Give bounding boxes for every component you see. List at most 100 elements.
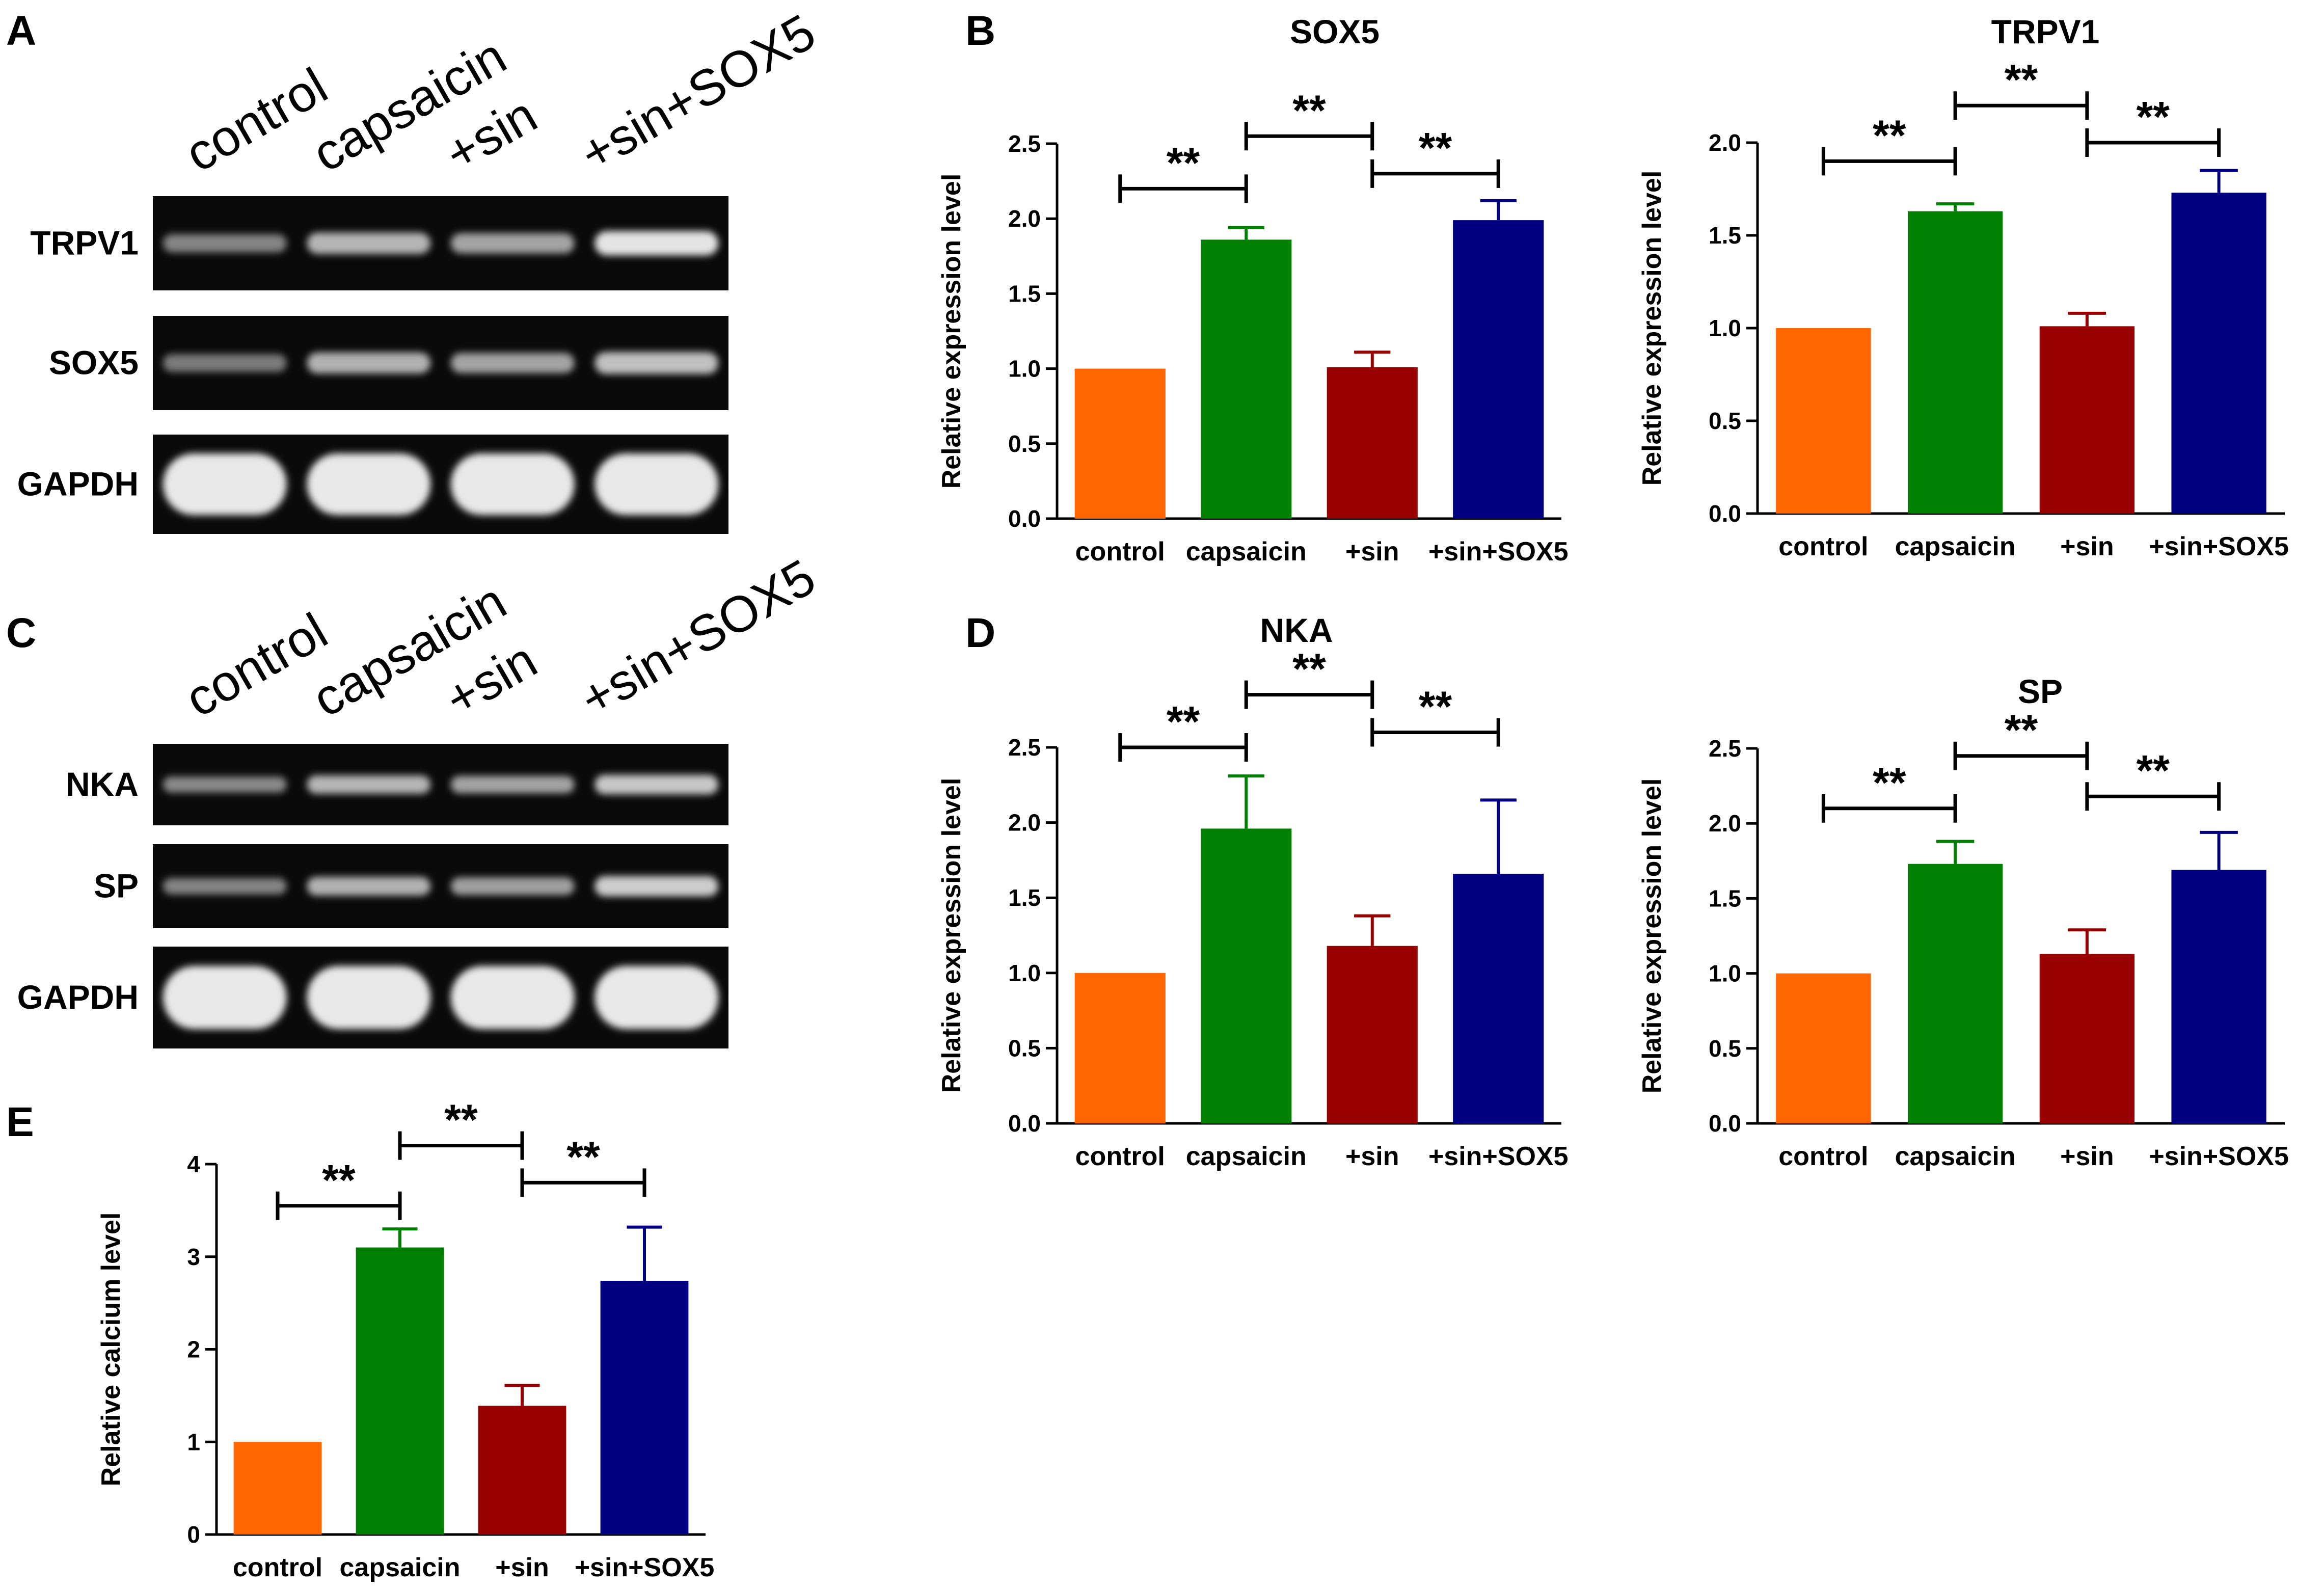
bar-plus-sinplus-sox5	[2171, 870, 2266, 1123]
bar-plus-sin	[2039, 326, 2135, 514]
significance-label: **	[1873, 111, 1906, 159]
y-tick-label: 0.0	[1709, 1110, 1741, 1137]
blot-band	[450, 966, 575, 1029]
y-tick-label: 0.0	[1008, 1110, 1041, 1137]
y-axis-label: Relative expression level	[937, 174, 966, 489]
x-category-label: control	[1778, 532, 1868, 561]
y-tick-label: 2.5	[1709, 735, 1741, 762]
blot-band	[594, 966, 719, 1029]
panel-label-a: A	[6, 8, 36, 54]
y-tick-label: 0.5	[1709, 408, 1741, 434]
blot-lane-label: control	[176, 57, 337, 183]
y-tick-label: 1.5	[1709, 222, 1741, 249]
x-category-label: +sin	[2060, 532, 2114, 561]
significance-label: **	[1419, 682, 1452, 730]
bar-plus-sin	[2039, 954, 2135, 1123]
y-tick-label: 4	[187, 1151, 200, 1177]
blot-band	[163, 354, 287, 372]
y-tick-label: 1.0	[1709, 315, 1741, 341]
y-tick-label: 2.0	[1709, 129, 1741, 156]
significance-label: **	[322, 1156, 356, 1204]
x-category-label: +sin+SOX5	[2149, 532, 2289, 561]
bar-plus-sinplus-sox5	[600, 1281, 689, 1535]
bar-plus-sin	[478, 1406, 566, 1535]
blot-band	[163, 878, 287, 895]
y-tick-label: 1	[187, 1429, 200, 1455]
significance-label: **	[2005, 56, 2038, 103]
chart-title: NKA	[1260, 611, 1333, 649]
significance-label: **	[2137, 746, 2170, 794]
bar-capsaicin	[1201, 828, 1292, 1123]
y-axis-label: Relative expression level	[1637, 171, 1667, 486]
y-tick-label: 3	[187, 1244, 200, 1270]
x-category-label: capsaicin	[1895, 1142, 2016, 1171]
bar-plus-sin	[1327, 946, 1418, 1123]
x-category-label: control	[233, 1553, 322, 1582]
blot-band	[163, 234, 287, 253]
y-tick-label: 0.5	[1709, 1035, 1741, 1062]
y-tick-label: 0	[187, 1521, 200, 1548]
bar-plus-sinplus-sox5	[1453, 220, 1544, 519]
y-axis-label: Relative calcium level	[96, 1213, 126, 1487]
panel-label-c: C	[6, 610, 36, 656]
y-tick-label: 2.0	[1008, 205, 1041, 232]
blot-band	[594, 774, 719, 795]
panel-label-e: E	[6, 1099, 34, 1145]
blot-row-label: SOX5	[49, 344, 139, 382]
bar-chart-calcium: 0 1 2 3 4 Relative calcium level control capsai…	[96, 1096, 714, 1582]
x-category-label: +sin+SOX5	[2149, 1142, 2289, 1171]
x-category-label: +sin	[1345, 1142, 1399, 1171]
x-category-label: +sin+SOX5	[575, 1553, 715, 1582]
y-tick-label: 1.5	[1008, 280, 1041, 307]
bar-control	[1074, 368, 1166, 519]
x-category-label: capsaicin	[1186, 537, 1307, 567]
blot-band	[163, 453, 287, 515]
blot-band	[307, 966, 431, 1029]
significance-label: **	[1292, 86, 1326, 134]
x-category-label: +sin+SOX5	[1428, 537, 1569, 567]
panel-label-d: D	[965, 610, 995, 656]
significance-label: **	[1873, 759, 1906, 806]
bar-capsaicin	[356, 1247, 444, 1535]
x-category-label: control	[1075, 1142, 1165, 1171]
x-category-label: capsaicin	[339, 1553, 460, 1582]
y-tick-label: 2	[187, 1336, 200, 1363]
blot-band	[594, 453, 719, 515]
y-tick-label: 1.0	[1709, 960, 1741, 987]
y-tick-label: 1.5	[1709, 885, 1741, 911]
x-category-label: +sin+SOX5	[1428, 1142, 1569, 1171]
blot-lane-label: +sin+SOX5	[571, 3, 825, 183]
bar-chart-nka: NKA 0.0 0.5 1.0 1.5 2.0 2.5 Relative expression…	[937, 611, 1569, 1171]
x-category-label: control	[1075, 537, 1165, 567]
x-category-label: +sin	[2060, 1142, 2114, 1171]
blot-band	[307, 453, 431, 515]
bar-chart-sox5: SOX5 0.0 0.5 1.0 1.5 2.0 2.5 Relative expressio…	[937, 13, 1569, 567]
bar-plus-sinplus-sox5	[1453, 873, 1544, 1123]
bar-capsaicin	[1201, 239, 1292, 519]
blot-band	[450, 877, 575, 895]
y-tick-label: 2.5	[1008, 734, 1041, 761]
x-category-label: capsaicin	[1186, 1142, 1307, 1171]
blot-row-label: GAPDH	[17, 978, 139, 1016]
blot-band	[450, 233, 575, 254]
bar-control	[1776, 973, 1871, 1123]
blot-band	[307, 775, 431, 794]
bar-control	[1776, 328, 1871, 514]
y-tick-label: 2.0	[1008, 810, 1041, 836]
significance-label: **	[1167, 697, 1200, 745]
bar-plus-sinplus-sox5	[2171, 193, 2266, 514]
blot-row-label: NKA	[66, 765, 139, 803]
y-tick-label: 1.0	[1008, 356, 1041, 382]
blot-band	[163, 776, 287, 793]
significance-label: **	[2137, 93, 2170, 141]
blot-lane-label: +sin+SOX5	[571, 548, 825, 728]
bar-chart-sp: SP 0.0 0.5 1.0 1.5 2.0 2.5 Relative expression …	[1637, 672, 2289, 1171]
chart-title: TRPV1	[1991, 13, 2100, 50]
x-category-label: +sin	[495, 1553, 549, 1582]
significance-label: **	[2005, 706, 2038, 754]
blot-band	[594, 352, 719, 374]
panel-label-b: B	[965, 8, 995, 54]
chart-title: SOX5	[1290, 13, 1380, 50]
blot-row-label: SP	[94, 867, 139, 905]
